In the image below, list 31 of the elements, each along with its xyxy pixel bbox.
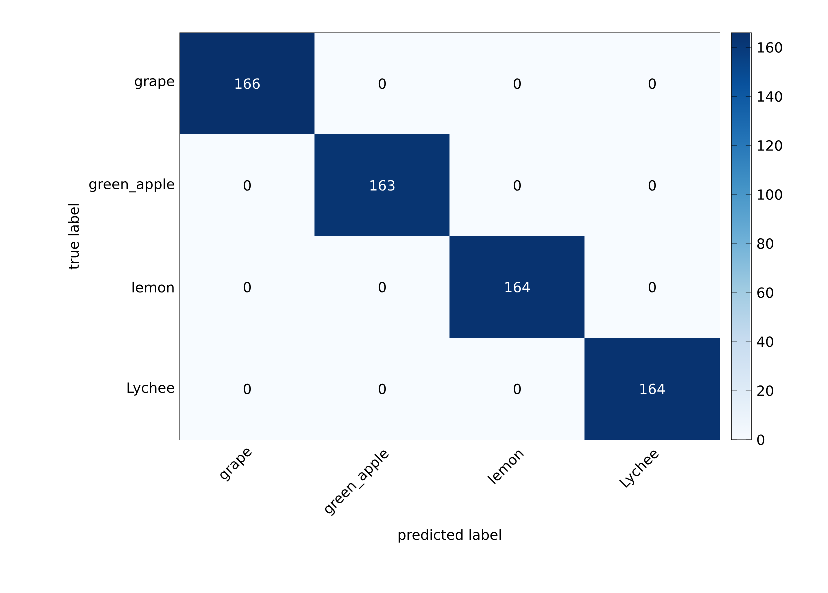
data-label: 166: [236, 78, 260, 90]
y-tick-label: lemon: [132, 282, 174, 293]
data-label: 0: [514, 384, 522, 394]
color-bar-label: 80: [758, 238, 774, 250]
data-label: 0: [378, 282, 386, 293]
data-label: 164: [506, 282, 530, 293]
color-bar-label: 160: [758, 42, 782, 53]
color-bar-label: 0: [758, 434, 765, 446]
data-label: 163: [370, 180, 395, 191]
y-axis-title: true label: [68, 204, 80, 270]
data-label: 0: [648, 282, 656, 293]
color-bar-label: 20: [758, 386, 774, 396]
data-label: 0: [378, 78, 386, 90]
data-label: 0: [648, 78, 656, 90]
y-tick-label: green_apple: [90, 178, 174, 193]
color-bar-label: 40: [757, 336, 774, 348]
color-bar-label: 60: [758, 288, 774, 298]
x-axis-title: predicted label: [398, 529, 502, 543]
y-tick-label: Lychee: [128, 382, 174, 396]
data-label: 0: [378, 384, 386, 394]
color-bar-label: 140: [758, 91, 782, 102]
data-label: 0: [244, 282, 252, 293]
data-label: 164: [640, 384, 666, 394]
y-tick-label: grape: [135, 78, 174, 90]
color-bar-label: 120: [758, 140, 782, 152]
color-bar-label: 100: [758, 190, 782, 200]
data-label: 0: [244, 180, 252, 191]
data-label: 0: [514, 78, 522, 90]
data-label: 0: [244, 384, 252, 394]
data-label: 0: [648, 180, 656, 191]
data-label: 0: [514, 180, 522, 191]
